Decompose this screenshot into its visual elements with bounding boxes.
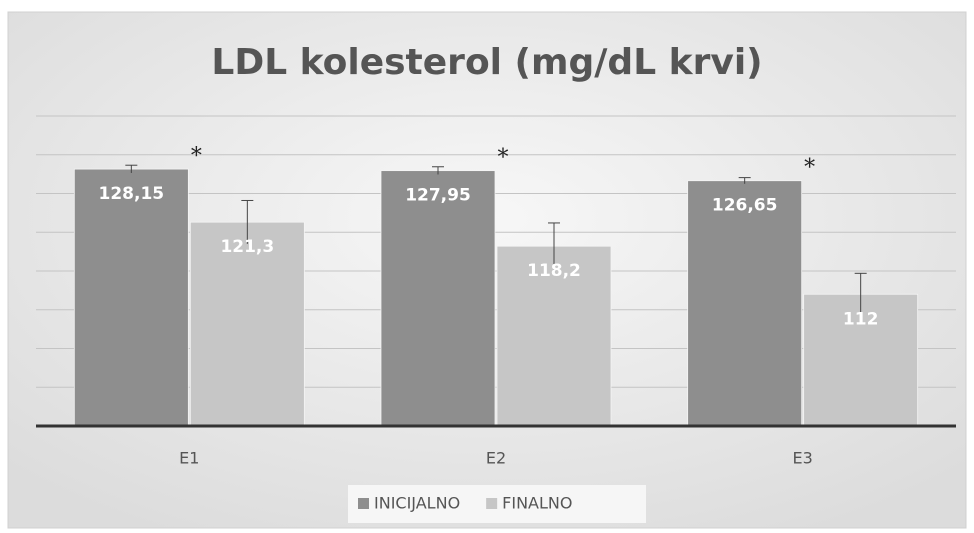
- bar: [73, 168, 189, 427]
- data-label: 127,95: [405, 186, 471, 206]
- legend-swatch: [486, 498, 498, 509]
- data-label: 118,2: [527, 261, 581, 281]
- legend-label: FINALNO: [502, 494, 572, 513]
- x-tick-label: E2: [486, 449, 506, 468]
- legend-label: INICIJALNO: [374, 494, 460, 513]
- bar: [380, 170, 496, 427]
- annotation: *: [804, 156, 815, 181]
- chart-title: LDL kolesterol (mg/dL krvi): [211, 42, 762, 83]
- annotation: *: [191, 144, 202, 169]
- data-label: 126,65: [712, 196, 778, 216]
- bar: [687, 180, 803, 427]
- x-tick-label: E1: [179, 449, 199, 468]
- data-label: 128,15: [99, 184, 165, 204]
- data-label: 112: [843, 309, 879, 329]
- data-label: 121,3: [220, 237, 274, 257]
- annotation: *: [498, 146, 509, 171]
- x-tick-label: E3: [793, 449, 813, 468]
- legend-swatch: [358, 498, 369, 509]
- bar: [189, 221, 305, 427]
